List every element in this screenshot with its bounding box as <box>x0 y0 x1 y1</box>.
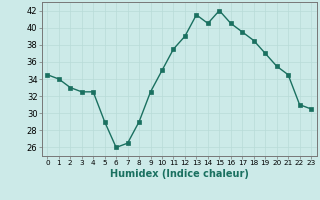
X-axis label: Humidex (Indice chaleur): Humidex (Indice chaleur) <box>110 169 249 179</box>
